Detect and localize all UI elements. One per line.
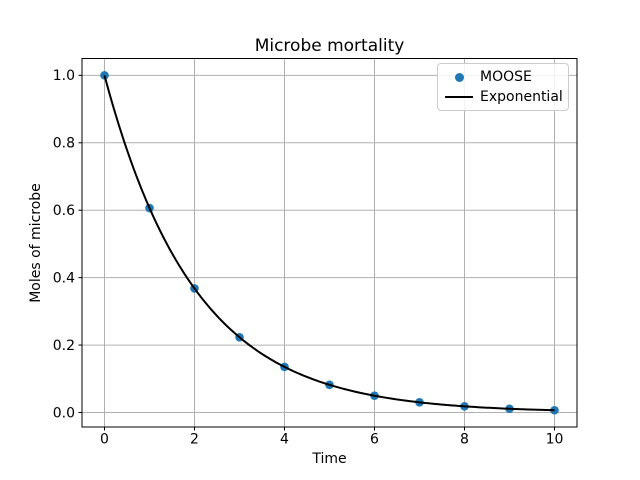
y-tick-label: 0.2	[53, 338, 75, 354]
x-tick-label: 0	[100, 432, 109, 448]
y-tick-label: 0.6	[53, 203, 75, 219]
x-tick-label: 4	[280, 432, 289, 448]
y-axis-label: Moles of microbe	[28, 183, 44, 303]
scatter-marker-icon	[454, 72, 464, 82]
x-tick-label: 2	[190, 432, 199, 448]
chart-title: Microbe mortality	[254, 36, 405, 56]
legend-label: Exponential	[480, 89, 563, 105]
data-point	[100, 71, 109, 80]
y-tick-label: 0.4	[53, 270, 75, 286]
x-tick-label: 8	[460, 432, 469, 448]
y-tick-label: 1.0	[53, 68, 75, 84]
legend-entry-exponential: Exponential	[438, 87, 568, 107]
axes-border	[81, 58, 578, 428]
legend-marker-cell	[438, 72, 480, 82]
line-marker-icon	[445, 96, 473, 98]
legend-label: MOOSE	[480, 69, 532, 85]
x-tick-label: 6	[370, 432, 379, 448]
legend-entry-moose: MOOSE	[438, 67, 568, 87]
legend: MOOSE Exponential	[437, 63, 569, 111]
x-axis-label: Time	[312, 451, 347, 467]
y-tick-label: 0.8	[53, 136, 75, 152]
legend-marker-cell	[438, 96, 480, 98]
x-tick-label: 10	[546, 432, 564, 448]
data-point	[550, 405, 559, 415]
exponential-curve	[103, 75, 555, 412]
y-tick-label: 0.0	[53, 405, 75, 421]
